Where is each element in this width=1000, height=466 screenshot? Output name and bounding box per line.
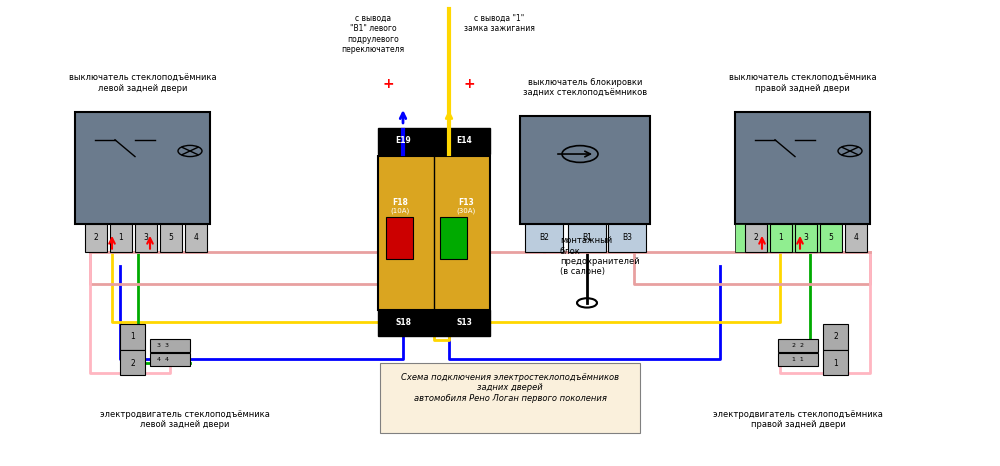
Text: электродвигатель стеклоподъёмника
правой задней двери: электродвигатель стеклоподъёмника правой…: [713, 410, 883, 430]
Bar: [440, 217, 467, 259]
Text: 5: 5: [169, 233, 173, 242]
Bar: [380, 363, 640, 433]
Bar: [150, 339, 190, 352]
Text: 1: 1: [119, 233, 123, 242]
Text: электродвигатель стеклоподъёмника
левой задней двери: электродвигатель стеклоподъёмника левой …: [100, 410, 270, 430]
Bar: [823, 350, 848, 375]
Bar: [160, 224, 182, 252]
Bar: [735, 112, 870, 224]
Bar: [85, 224, 107, 252]
Text: F13: F13: [458, 198, 474, 207]
Text: 1: 1: [131, 332, 135, 342]
Text: E14: E14: [456, 136, 472, 145]
Text: 1  1: 1 1: [792, 357, 804, 362]
Text: +: +: [463, 77, 475, 91]
Bar: [795, 224, 817, 252]
Text: 2: 2: [754, 233, 758, 242]
Text: (10A): (10A): [390, 207, 410, 214]
Bar: [778, 339, 818, 352]
Text: S13: S13: [456, 318, 472, 327]
Text: F18: F18: [392, 198, 408, 207]
Bar: [823, 324, 848, 350]
Bar: [75, 112, 210, 224]
Text: 5: 5: [829, 233, 833, 242]
Bar: [120, 324, 145, 350]
Text: B2: B2: [539, 233, 549, 242]
Text: 3: 3: [804, 233, 808, 242]
Text: 3  3: 3 3: [157, 343, 169, 348]
Bar: [568, 224, 606, 252]
Bar: [608, 224, 646, 252]
Bar: [135, 224, 157, 252]
Text: E19: E19: [395, 136, 411, 145]
Text: +: +: [382, 77, 394, 91]
Text: B1: B1: [582, 233, 592, 242]
Bar: [845, 224, 867, 252]
Text: 2  2: 2 2: [792, 343, 804, 348]
Bar: [378, 156, 490, 310]
Text: S18: S18: [395, 318, 411, 327]
Bar: [735, 224, 836, 252]
Bar: [120, 350, 145, 375]
Bar: [770, 224, 792, 252]
Text: выключатель блокировки
задних стеклоподъёмников: выключатель блокировки задних стеклоподъ…: [523, 78, 647, 98]
Text: монтажный
блок
предохранителей
(в салоне): монтажный блок предохранителей (в салоне…: [560, 236, 640, 276]
Text: B3: B3: [622, 233, 632, 242]
Bar: [378, 128, 490, 154]
Text: (30A): (30A): [456, 207, 476, 214]
Bar: [150, 353, 190, 366]
Text: 1: 1: [779, 233, 783, 242]
Text: 2: 2: [94, 233, 98, 242]
Text: 4  4: 4 4: [157, 357, 169, 362]
Bar: [525, 224, 563, 252]
Text: 3: 3: [144, 233, 148, 242]
Bar: [778, 353, 818, 366]
Circle shape: [426, 318, 442, 325]
Bar: [110, 224, 132, 252]
Bar: [745, 224, 767, 252]
Text: выключатель стеклоподъёмника
левой задней двери: выключатель стеклоподъёмника левой задне…: [69, 74, 216, 93]
Text: выключатель стеклоподъёмника
правой задней двери: выключатель стеклоподъёмника правой задн…: [729, 74, 876, 93]
Text: с вывода
"B1" левого
подрулевого
переключателя: с вывода "B1" левого подрулевого переклю…: [341, 14, 405, 54]
Bar: [820, 224, 842, 252]
Text: 1: 1: [834, 359, 838, 368]
Text: с вывода "1"
замка зажигания: с вывода "1" замка зажигания: [464, 14, 534, 34]
Bar: [386, 217, 413, 259]
Text: 4: 4: [854, 233, 858, 242]
Text: 4: 4: [194, 233, 198, 242]
Bar: [378, 310, 490, 336]
Text: 2: 2: [131, 359, 135, 368]
Text: Схема подключения электростеклоподъёмников
задних дверей
автомобиля Рено Логан п: Схема подключения электростеклоподъёмник…: [401, 373, 619, 403]
Bar: [520, 116, 650, 224]
Text: 2: 2: [834, 332, 838, 342]
Bar: [185, 224, 207, 252]
